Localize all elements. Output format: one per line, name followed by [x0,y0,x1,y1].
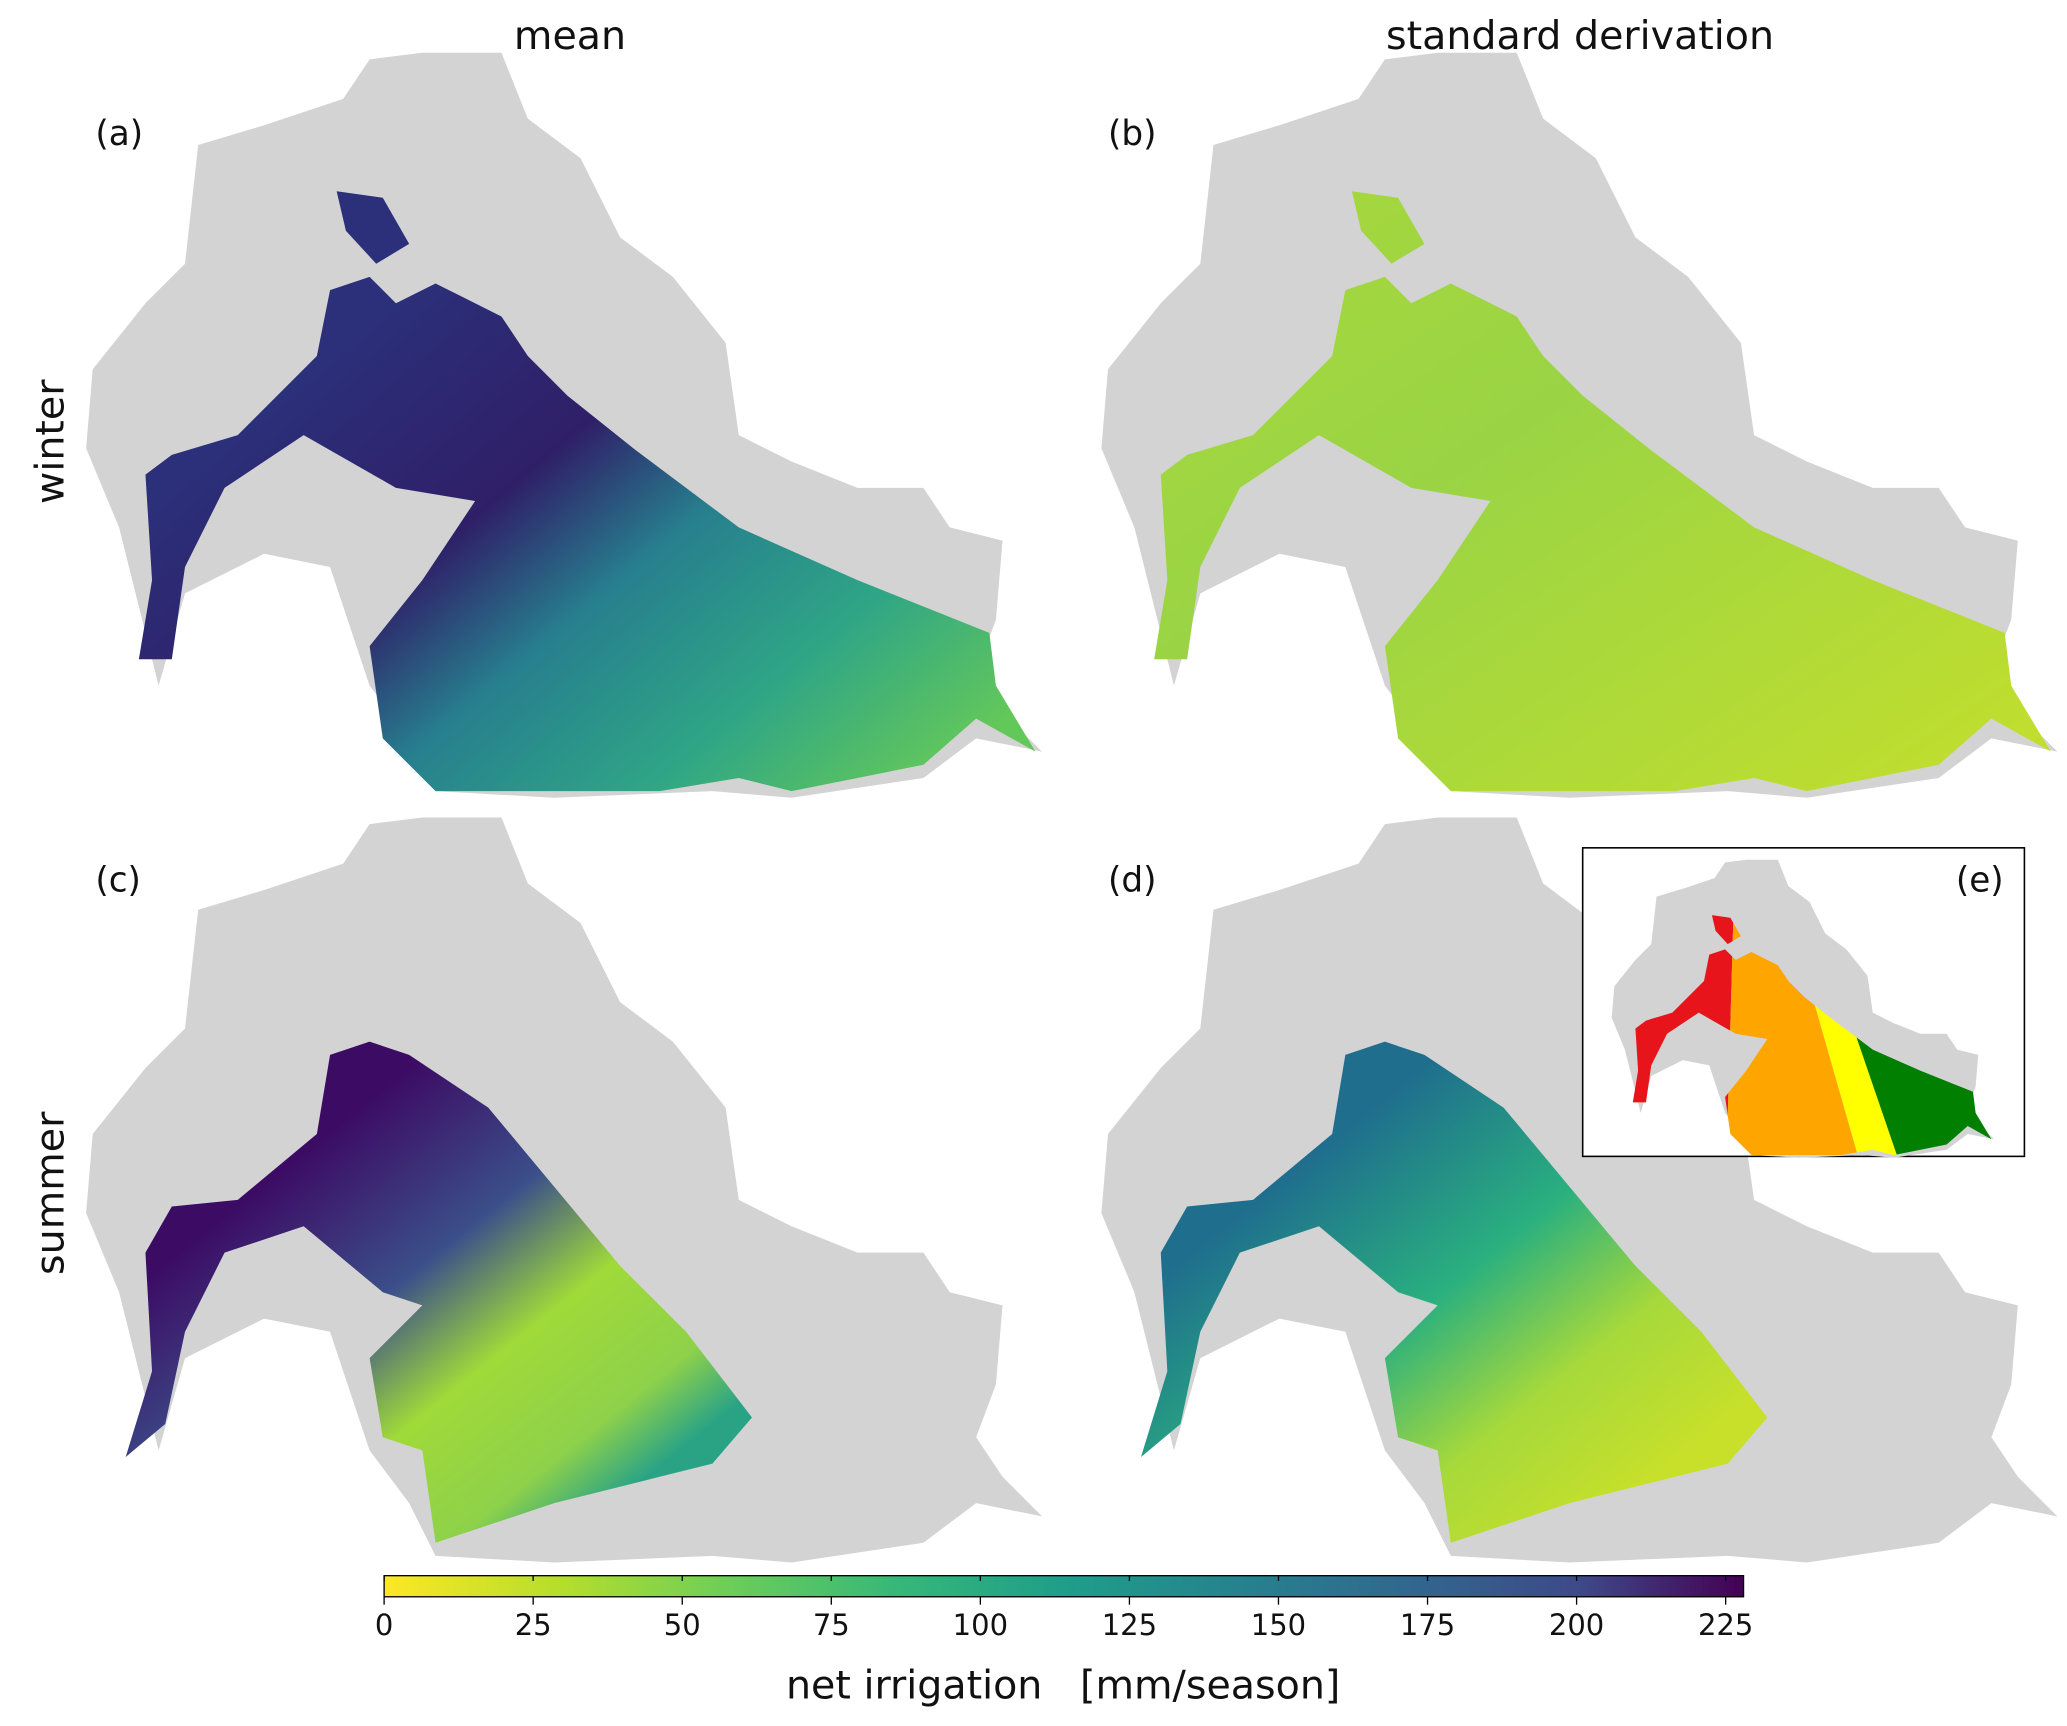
colorbar-tick-label: 200 [1549,1608,1604,1642]
panel-label: (e) [1956,860,2004,900]
column-title: mean [514,13,626,59]
panel-a [86,52,1043,798]
panel-label: (d) [1108,860,1157,900]
colorbar [383,1575,1745,1598]
colorbar-tick-label: 175 [1400,1608,1455,1642]
panel-label: (b) [1108,114,1157,154]
row-label: winter [28,379,74,504]
colorbar-label: net irrigation [mm/season] [786,1662,1340,1708]
colorbar-tick-label: 150 [1251,1608,1306,1642]
panel-b [1101,52,2058,798]
column-title: standard derivation [1386,13,1774,59]
colorbar-tick-label: 0 [375,1608,393,1642]
colorbar-tick-label: 125 [1102,1608,1157,1642]
colorbar-tick-label: 50 [664,1608,701,1642]
row-label: summer [28,1111,74,1275]
colorbar-tick-label: 225 [1698,1608,1753,1642]
colorbar-tick-label: 75 [813,1608,850,1642]
panel-label: (c) [95,860,141,900]
colorbar-tick-label: 100 [953,1608,1008,1642]
panel-label: (a) [95,114,143,154]
colorbar-tick-label: 25 [515,1608,552,1642]
inset-e [1581,847,2026,1158]
panel-c [86,817,1043,1563]
